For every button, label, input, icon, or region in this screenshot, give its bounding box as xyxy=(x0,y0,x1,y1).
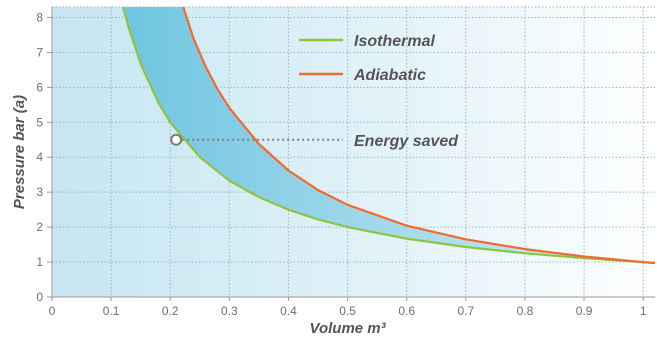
y-tick-label-7: 7 xyxy=(36,45,43,59)
x-tick-label-0.3: 0.3 xyxy=(221,304,238,318)
x-axis-title: Volume m³ xyxy=(310,320,387,337)
y-tick-label-5: 5 xyxy=(36,115,43,129)
y-tick-label-1: 1 xyxy=(36,255,43,269)
series-line-isothermal xyxy=(121,6,656,264)
y-tick-label-0: 0 xyxy=(36,290,43,304)
x-tick-labels: 0 0.1 0.2 0.3 0.4 0.5 0.6 0.7 0.8 0.9 1 xyxy=(49,304,647,318)
x-tick-label-0.5: 0.5 xyxy=(339,304,356,318)
y-tick-label-4: 4 xyxy=(36,150,43,164)
legend-label-isothermal: Isothermal xyxy=(354,33,435,50)
annotation-label: Energy saved xyxy=(354,133,459,150)
annotation-marker xyxy=(170,133,183,146)
y-tick-label-2: 2 xyxy=(36,220,43,234)
energy-saved-annotation: Energy saved xyxy=(170,133,459,150)
x-tick-label-0.4: 0.4 xyxy=(280,304,297,318)
x-tick-label-1: 1 xyxy=(640,304,647,318)
x-tick-label-0.8: 0.8 xyxy=(517,304,534,318)
legend: Isothermal Adiabatic xyxy=(299,33,435,84)
x-tick-label-0.2: 0.2 xyxy=(162,304,179,318)
energy-saved-area xyxy=(122,7,655,264)
x-tick-label-0: 0 xyxy=(49,304,56,318)
series-lines xyxy=(121,6,656,265)
y-tick-label-3: 3 xyxy=(36,185,43,199)
x-tick-label-0.1: 0.1 xyxy=(103,304,120,318)
x-tick-label-0.6: 0.6 xyxy=(398,304,415,318)
axes xyxy=(47,7,655,301)
y-tick-label-8: 8 xyxy=(36,10,43,24)
x-tick-label-0.9: 0.9 xyxy=(576,304,593,318)
x-tick-label-0.7: 0.7 xyxy=(457,304,474,318)
legend-label-adiabatic: Adiabatic xyxy=(353,67,426,84)
y-tick-labels: 0 1 2 3 4 5 6 7 8 xyxy=(36,10,43,304)
y-axis-title: Pressure bar (a) xyxy=(11,95,28,209)
series-line-adiabatic xyxy=(182,6,656,265)
y-tick-label-6: 6 xyxy=(36,80,43,94)
